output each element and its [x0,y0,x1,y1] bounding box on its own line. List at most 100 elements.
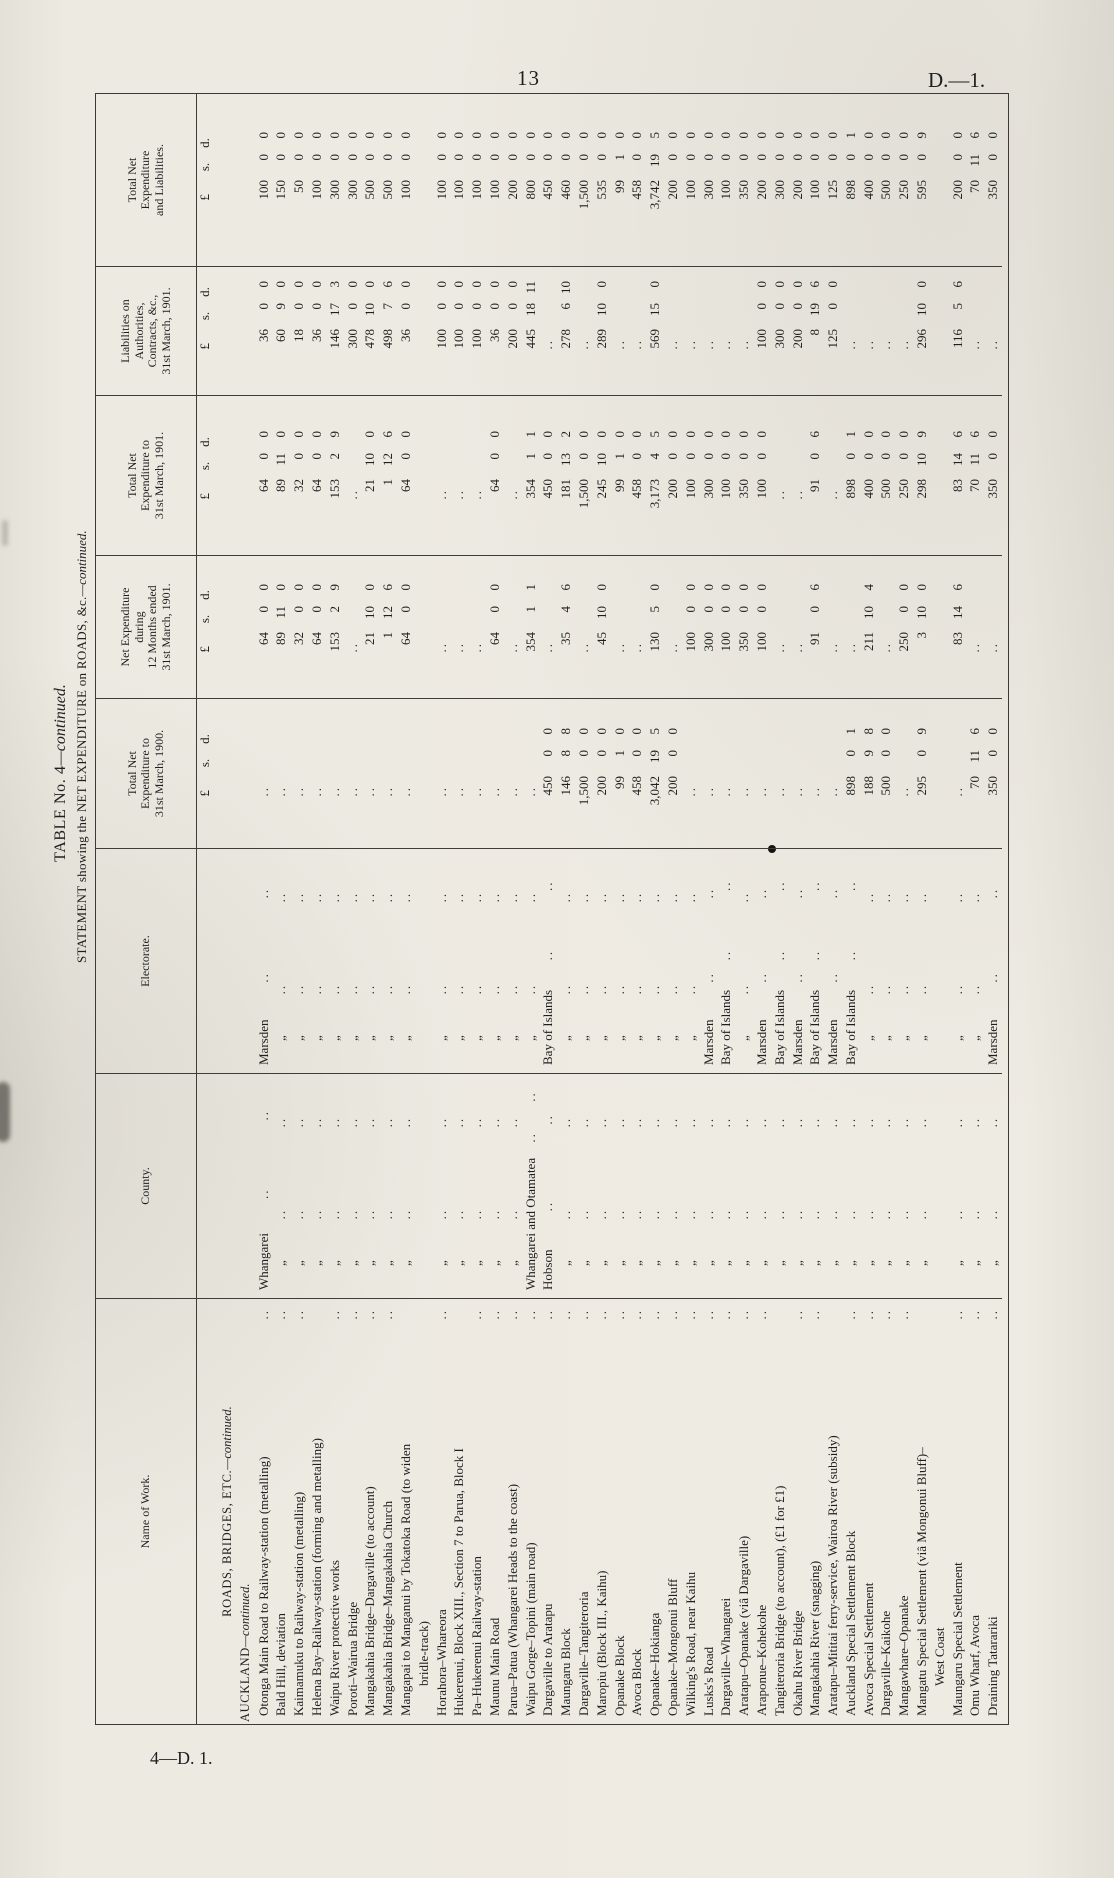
cell-liabilities: .. [859,267,878,396]
cell-electorate: „.... [557,849,575,1074]
dot-leader: .. [522,1091,538,1102]
cell-liabilities: 498 7 6 [379,267,397,396]
cell-county: „.... [272,1074,291,1299]
dot-leader: .. [789,1208,805,1220]
cell-name: Aratapu–Mititai ferry-service, Wairoa Ri… [824,1299,842,1724]
cell-county: „.... [592,1074,611,1299]
cell-liabilities: 18 0 0 [290,267,308,396]
cell-electorate: Bay of Islands.... [841,849,860,1074]
cell-electorate: Bay of Islands.... [717,849,736,1074]
dot-leader: .. [362,1116,378,1128]
cell-exp-year-1901: .. [610,556,629,699]
dot-leader: .. [664,1208,680,1220]
work-name-text: Horahora–Whareora [433,1609,449,1716]
place-value: „ [647,1035,663,1041]
cell-exp-year-1901: .. [663,556,682,699]
cell-total: 535 0 0 [592,94,611,267]
cell-county: „.... [895,1074,914,1299]
place-value: „ [878,1260,894,1266]
table-row: Tangiteroria Bridge (to account), (£1 fo… [770,94,789,1724]
dot-leader: .. [878,983,894,995]
cell-exp-to-1900: .. [254,699,273,849]
work-name-text: Tangiteroria Bridge (to account), (£1 fo… [771,1485,787,1716]
symrow-spacer [197,849,219,1074]
table-row: Dargaville–Whangarei.. „.... Bay of Island… [717,94,736,1724]
place-value: „ [967,1260,983,1266]
dot-leader: .. [967,1309,983,1320]
cell-liabilities: .. [717,267,736,396]
dot-leader: .. [255,1188,271,1199]
work-name-text: Mangakahia Bridge–Dargaville (to account… [362,1486,378,1716]
cell-name: Tangiteroria Bridge (to account), (£1 fo… [771,1299,789,1724]
cell-electorate: „.... [663,849,682,1074]
cell-name: Kaimamuku to Railway-station (metalling)… [290,1299,308,1724]
cell-electorate: „.... [503,849,522,1074]
place-value: „ [397,1260,413,1266]
work-name: Draining Tatarariki.. [984,1301,1002,1716]
place-value: „ [380,1035,396,1041]
place-value: „ [308,1035,324,1041]
place-value: „ [273,1260,289,1266]
cell-name: Avoca Special Settlement.. [860,1299,878,1724]
cell-exp-year-1901: 211 10 4 [859,556,878,699]
table-title-line2: STATEMENT showing the NET EXPENDITURE on… [74,530,90,963]
cell-exp-to-1901: 64 0 0 [254,396,273,556]
cell-county: Whangarei and Otamatea.... [521,1074,540,1299]
cell-electorate: „.... [379,849,397,1074]
cell-liabilities: 100 0 0 [432,267,451,396]
place-value: „ [629,1035,645,1041]
cell-electorate: „.... [681,849,700,1074]
cell-liabilities: .. [895,267,914,396]
work-name: Mangakahia River (snagging).. [806,1301,824,1716]
dot-leader: .. [753,887,769,899]
cell-name: Draining Tatarariki.. [984,1299,1002,1724]
cell-exp-to-1900: .. [788,699,807,849]
dot-leader: .. [825,887,841,899]
place-value: „ [736,1260,752,1266]
place-value: „ [629,1260,645,1266]
cell-exp-to-1901: 458 0 0 [628,396,647,556]
dot-leader: .. [433,891,449,903]
dot-leader: .. [807,1116,823,1128]
cell-exp-to-1901: .. [450,396,469,556]
dot-leader: .. [647,1208,663,1220]
cell-electorate: Marsden.... [984,849,1003,1074]
cell-electorate: „.... [592,849,611,1074]
cell-county: „.... [307,1074,326,1299]
cell-name: Auckland Special Settlement Block.. [842,1299,860,1724]
dot-leader: .. [860,1208,876,1220]
cell-exp-to-1900: 200 0 0 [663,699,682,849]
cell-county: „.... [841,1074,860,1299]
cell-county: „.... [646,1074,664,1299]
currency-symbols-liab: £ s. d. [197,267,219,396]
cell-electorate: Bay of Islands.... [806,849,825,1074]
cell-total: 99 1 0 [610,94,629,267]
cell-liabilities: .. [966,267,985,396]
empty-cell [219,396,237,556]
cell-exp-to-1900: .. [699,699,718,849]
dot-leader: .. [825,1208,841,1220]
dot-leader: .. [255,1309,271,1320]
dot-leader: .. [308,983,324,995]
table-row: Auckland Special Settlement Block.. „....… [841,94,860,1724]
cell-exp-to-1900: 188 9 8 [859,699,878,849]
cell-exp-to-1901: .. [343,396,362,556]
cell-total: 458 0 0 [628,94,647,267]
cell-exp-to-1901: .. [503,396,522,556]
cell-name: Opanake–Hokianga.. [646,1299,664,1724]
cell-county: „.... [699,1074,718,1299]
dot-leader: .. [380,1116,396,1128]
work-name: Avoca Special Settlement.. [860,1301,878,1716]
work-name-text: Mangakahia River (snagging) [807,1560,823,1716]
dot-leader: .. [771,1208,787,1220]
cell-exp-year-1901: 35 4 6 [557,556,575,699]
dot-leader: .. [664,1116,680,1128]
cell-exp-to-1900: 146 8 8 [557,699,575,849]
currency-symbols-1901: £ s. d. [197,396,219,556]
place-value: „ [504,1260,520,1266]
dot-leader: .. [700,1309,716,1320]
dot-leader: .. [611,983,627,995]
cell-exp-year-1901: 91 0 6 [806,556,825,699]
place-value: Bay of Islands [771,989,787,1065]
cell-exp-to-1900: .. [450,699,469,849]
